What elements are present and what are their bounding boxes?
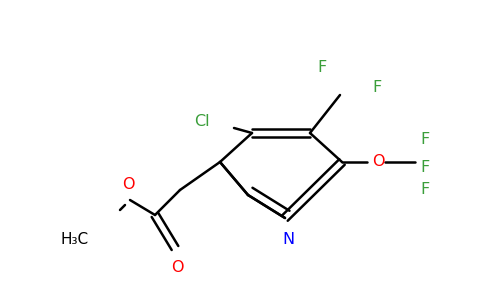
Text: F: F [420,160,429,175]
Text: H₃C: H₃C [61,232,89,247]
Text: Cl: Cl [195,115,210,130]
Text: O: O [171,260,183,275]
Text: F: F [420,133,429,148]
Text: F: F [372,80,381,94]
Text: F: F [318,59,327,74]
Text: N: N [282,232,294,247]
Text: F: F [420,182,429,197]
Text: O: O [122,177,134,192]
Text: O: O [372,154,384,169]
